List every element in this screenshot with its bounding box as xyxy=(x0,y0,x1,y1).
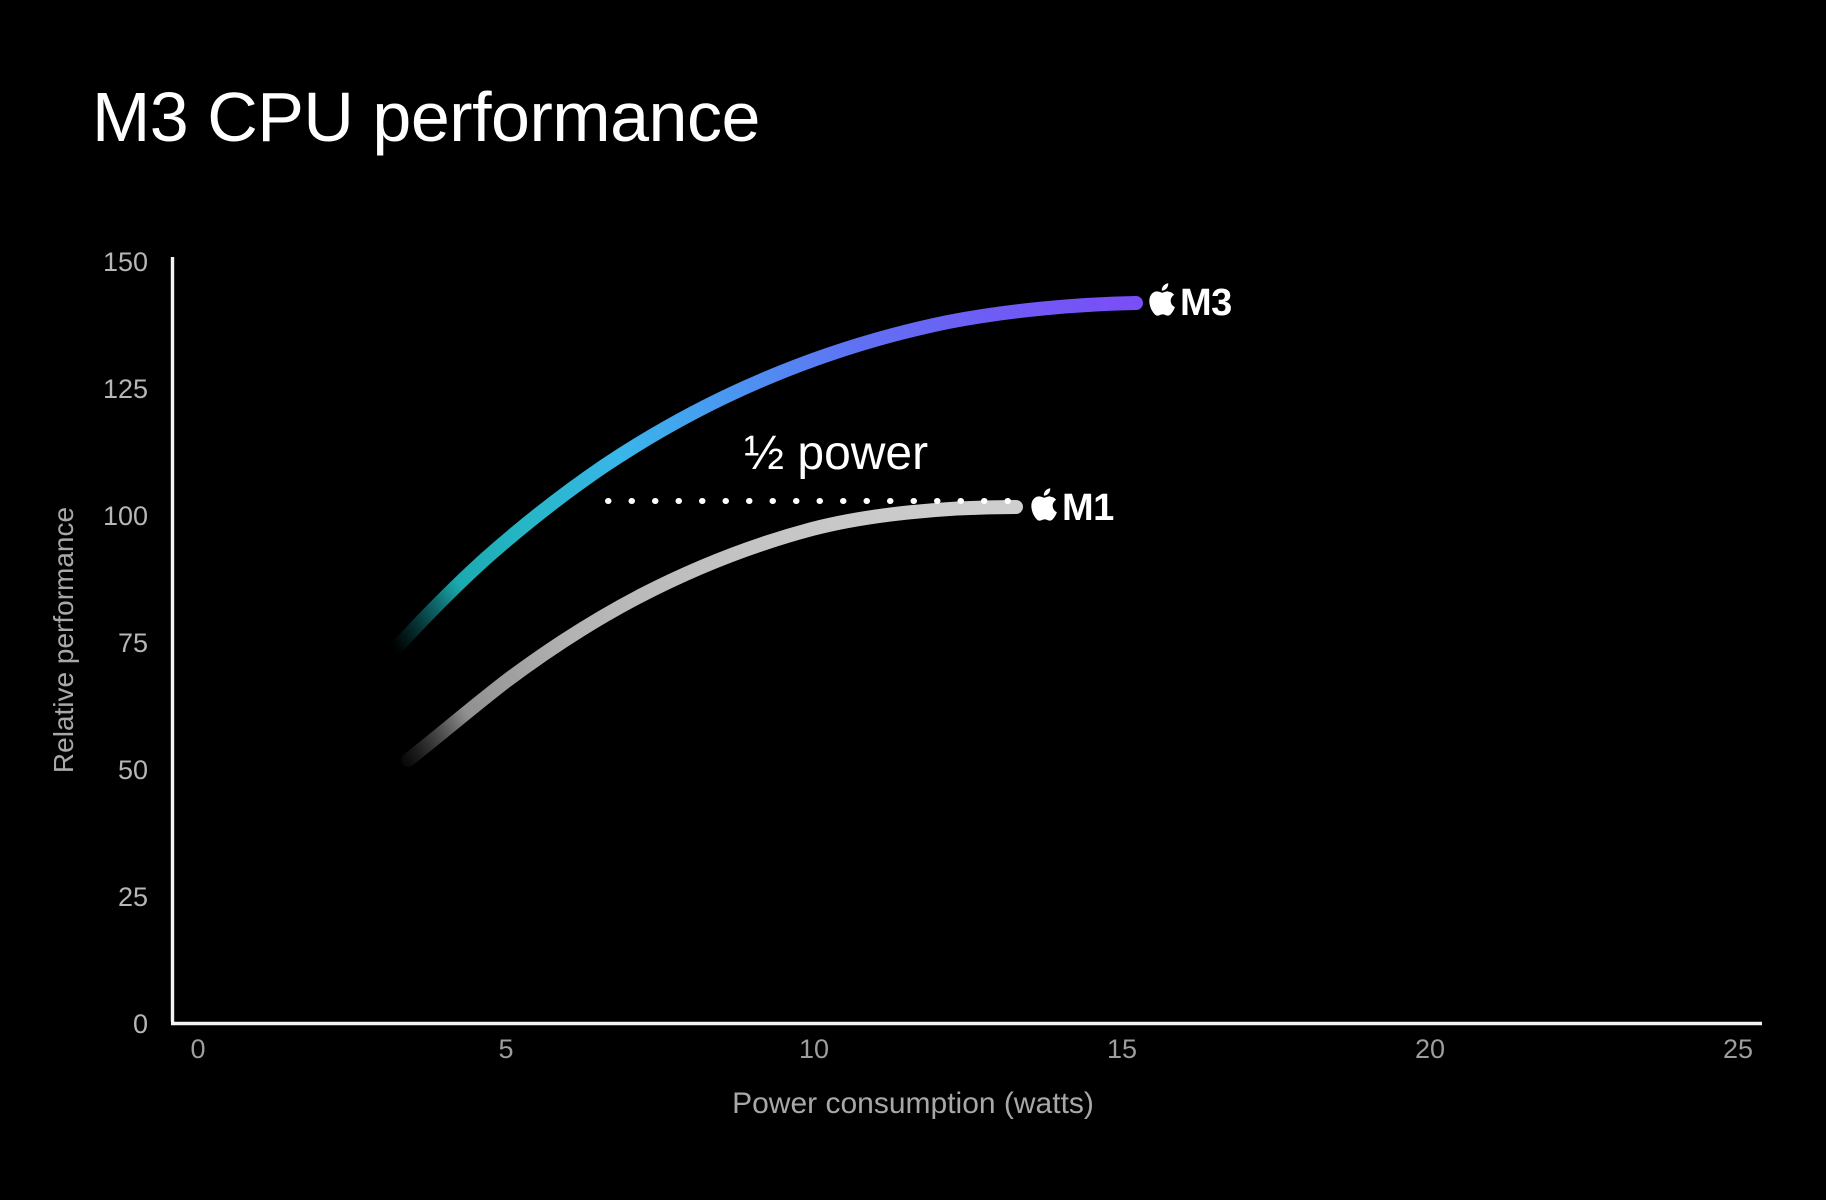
y-tick-label-75: 75 xyxy=(117,628,148,658)
x-tick-label-0: 0 xyxy=(190,1034,206,1064)
y-tick-label-50: 50 xyxy=(117,755,148,785)
series-label-m1-text: M1 xyxy=(1062,487,1114,529)
y-tick-label-0: 0 xyxy=(132,1009,148,1039)
y-tick-label-125: 125 xyxy=(102,374,148,404)
series-path-m1 xyxy=(401,500,1023,767)
y-tick-label-100: 100 xyxy=(102,501,148,531)
x-tick-label-15: 15 xyxy=(1106,1034,1138,1064)
series-label-m3: M3 xyxy=(1148,282,1232,324)
series-path-m3 xyxy=(391,296,1143,653)
apple-logo-icon xyxy=(1030,487,1060,525)
x-tick-label-20: 20 xyxy=(1414,1034,1446,1064)
y-tick-label-25: 25 xyxy=(117,882,148,912)
apple-logo-icon xyxy=(1148,282,1178,320)
y-tick-label-150: 150 xyxy=(102,247,148,277)
x-tick-label-5: 5 xyxy=(498,1034,514,1064)
x-tick-label-10: 10 xyxy=(798,1034,830,1064)
half-power-annotation: ½ power xyxy=(744,427,929,480)
page-title: M3 CPU performance xyxy=(92,78,760,156)
y-axis-title: Relative performance xyxy=(48,506,79,774)
series-label-m1: M1 xyxy=(1030,487,1114,529)
y-axis-title-wrapper: Relative performance xyxy=(42,480,86,800)
x-axis-title: Power consumption (watts) xyxy=(732,1087,1094,1120)
x-tick-label-25: 25 xyxy=(1722,1034,1754,1064)
series-label-m3-text: M3 xyxy=(1180,282,1232,324)
